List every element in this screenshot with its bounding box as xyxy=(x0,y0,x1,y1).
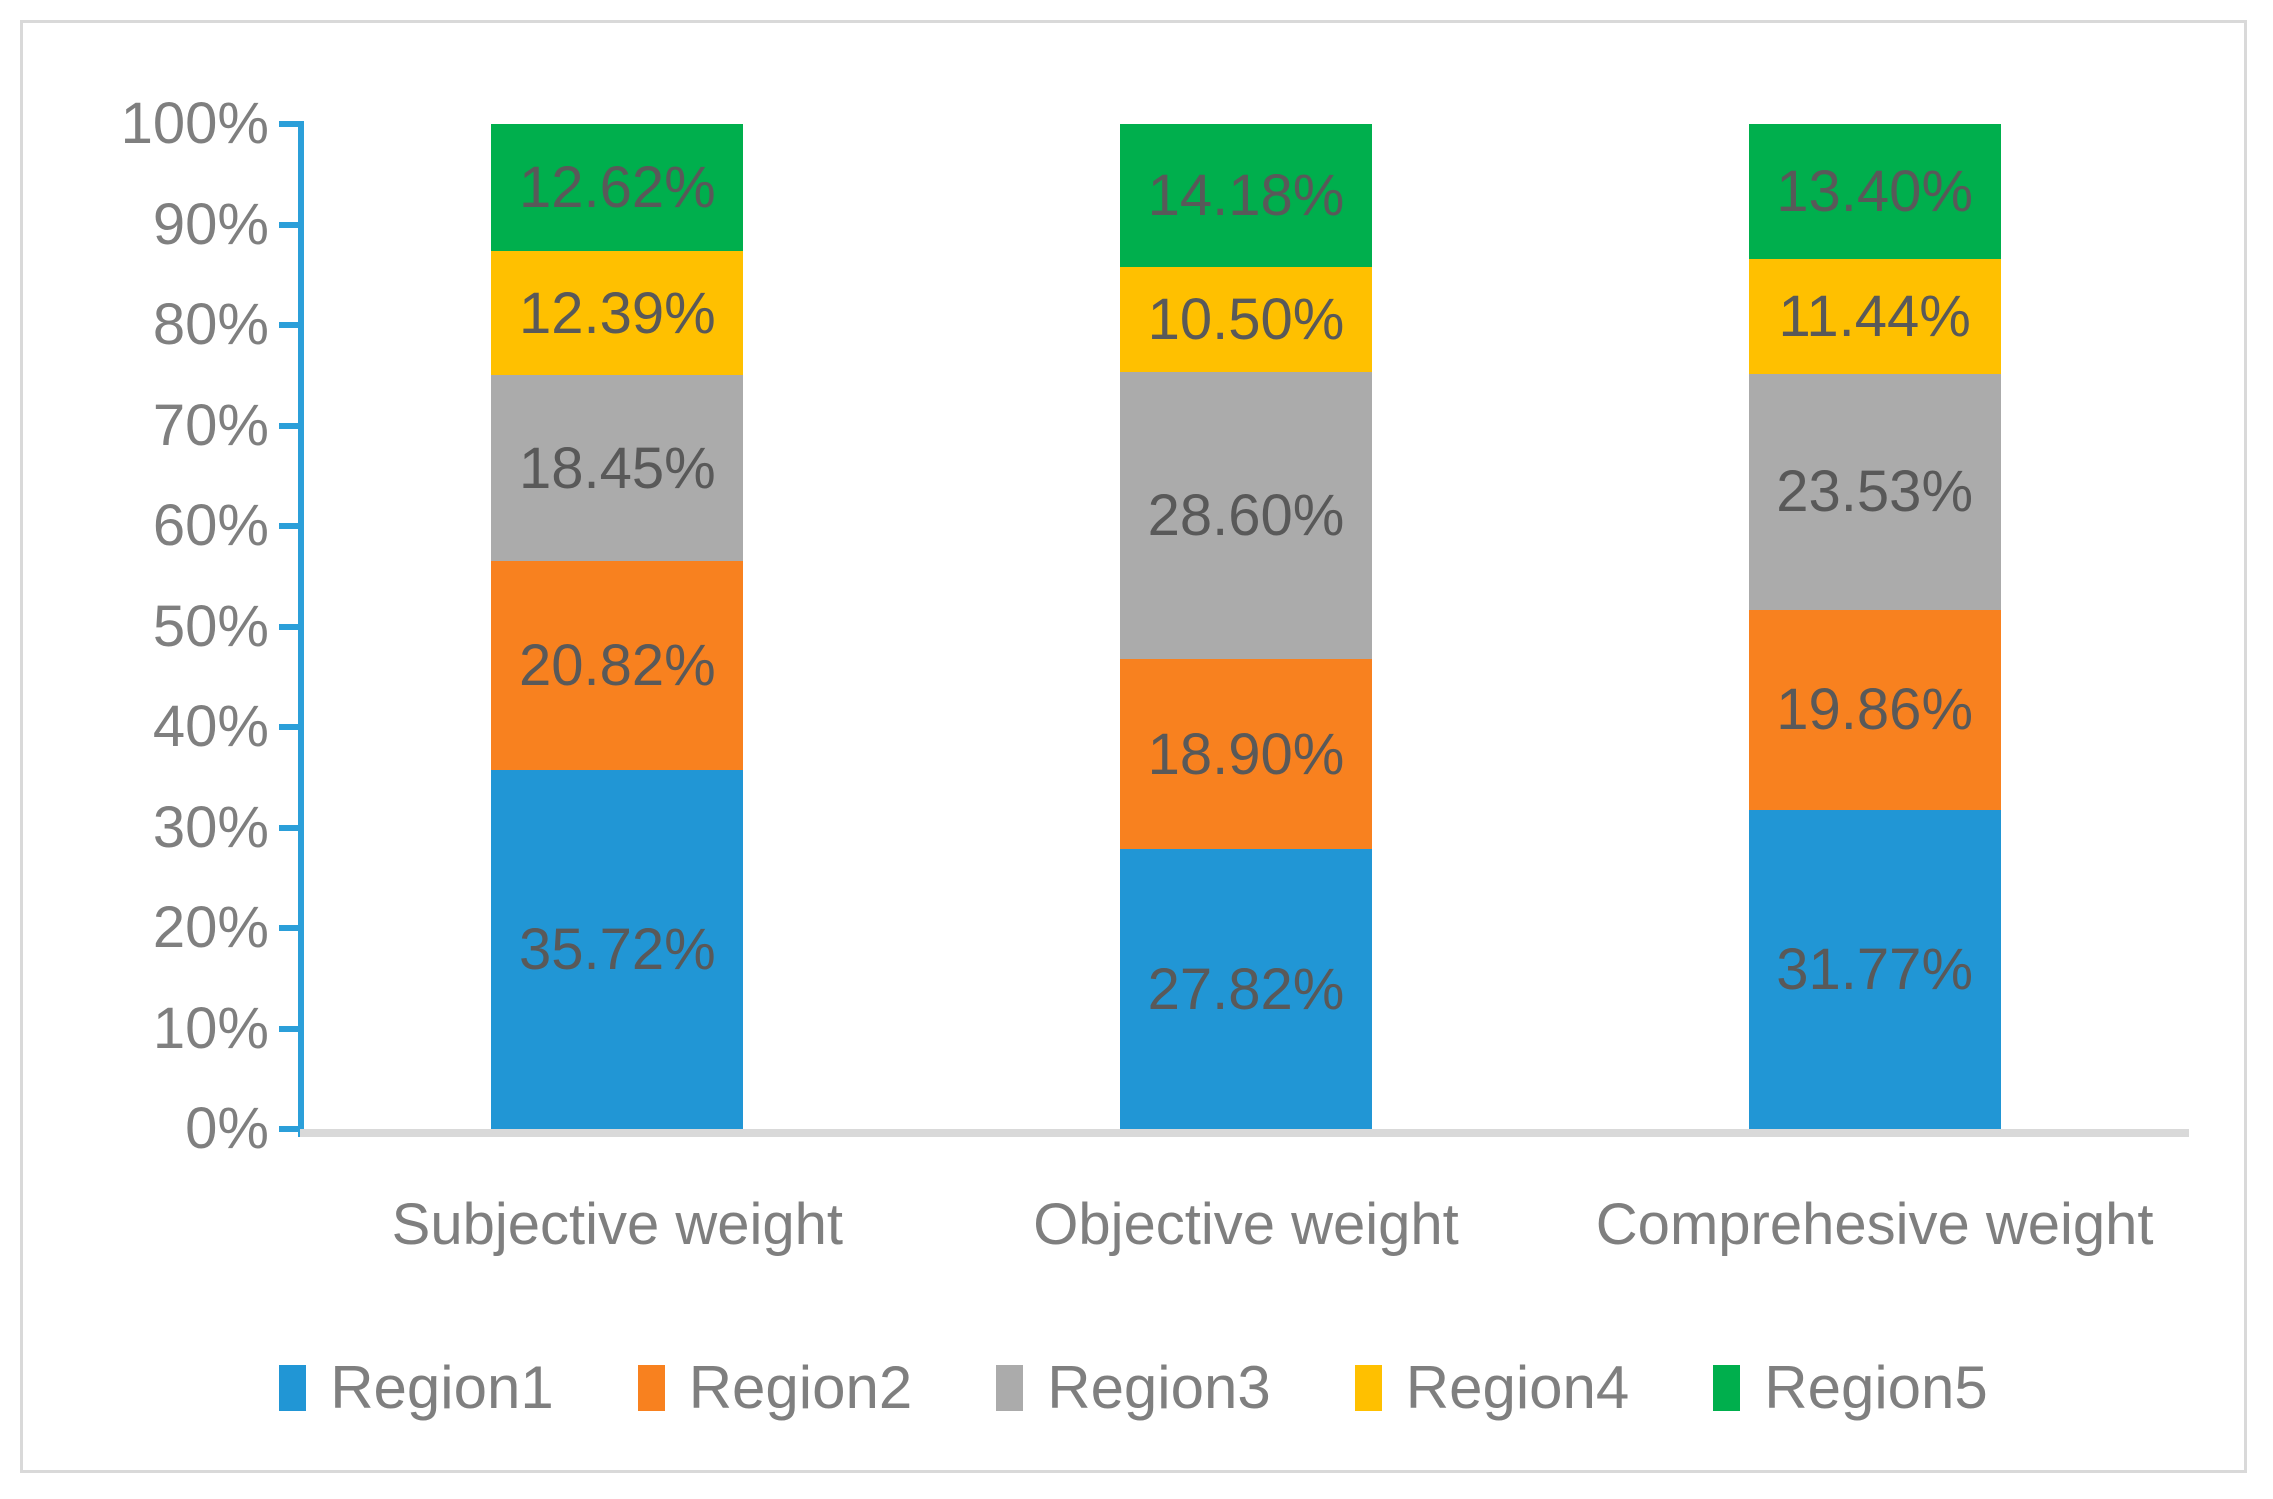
y-axis-tick-label: 20% xyxy=(152,895,269,960)
bar-segment xyxy=(491,375,744,561)
legend-swatch-icon xyxy=(1713,1364,1741,1411)
x-axis-category-label: Subjective weight xyxy=(391,1192,844,1257)
y-axis-tick-mark xyxy=(279,1126,299,1132)
y-axis-tick-mark xyxy=(279,824,299,831)
bar-segment xyxy=(491,770,744,1129)
bar-segment xyxy=(1120,372,1372,660)
legend-swatch-icon xyxy=(996,1364,1024,1411)
bar-segment xyxy=(1120,266,1372,373)
legend-label: Region1 xyxy=(330,1354,554,1421)
bar-segment xyxy=(1748,809,2001,1129)
y-axis-tick-mark xyxy=(279,623,299,630)
y-axis-tick-label: 100% xyxy=(120,91,269,156)
y-axis-tick-label: 70% xyxy=(152,392,269,458)
legend-label: Region3 xyxy=(1047,1354,1271,1421)
legend-item: Region5 xyxy=(1713,1353,1988,1422)
bar-segment xyxy=(1120,659,1372,850)
chart-area: Region1 Region2 Region3 Region4 Region5 0% 10… xyxy=(23,23,2244,1470)
y-axis-tick-label: 80% xyxy=(152,292,269,357)
legend-item: Region4 xyxy=(1354,1353,1630,1422)
y-axis-tick-mark xyxy=(279,422,299,429)
legend-swatch-icon xyxy=(637,1364,665,1411)
y-axis-tick-label: 60% xyxy=(152,493,269,558)
legend-label: Region4 xyxy=(1405,1354,1630,1421)
y-axis-tick-mark xyxy=(279,121,299,127)
bar-segment xyxy=(1748,610,2001,810)
y-axis-tick-label: 40% xyxy=(152,694,269,759)
bar-segment xyxy=(1120,124,1372,267)
bar-segment xyxy=(1120,849,1372,1129)
y-axis-tick-label: 90% xyxy=(152,191,269,257)
y-axis-tick-label: 10% xyxy=(152,995,269,1061)
y-axis-tick-mark xyxy=(279,925,299,931)
legend-item: Region3 xyxy=(996,1353,1271,1422)
y-axis-tick-label: 0% xyxy=(185,1096,269,1161)
legend-label: Region5 xyxy=(1764,1354,1988,1421)
bar-segment xyxy=(1748,258,2001,374)
bar-segment xyxy=(1748,373,2001,611)
legend-label: Region2 xyxy=(688,1354,913,1421)
y-axis-tick-mark xyxy=(279,523,299,529)
legend-item: Region1 xyxy=(279,1353,554,1422)
legend-item: Region2 xyxy=(637,1353,913,1422)
y-axis-tick-mark xyxy=(279,724,299,730)
figure-frame: Region1 Region2 Region3 Region4 Region5 0% 10… xyxy=(20,20,2247,1473)
bar-segment xyxy=(491,250,744,376)
y-axis-tick-label: 30% xyxy=(152,794,269,860)
bar-segment xyxy=(491,560,744,770)
legend: Region1 Region2 Region3 Region4 Region5 xyxy=(23,1353,2244,1422)
legend-swatch-icon xyxy=(279,1364,307,1411)
bar-segment xyxy=(1748,124,2001,259)
legend-swatch-icon xyxy=(1354,1364,1382,1411)
y-axis-line xyxy=(298,121,304,1137)
y-axis-tick-mark xyxy=(279,221,299,228)
bar-segment xyxy=(491,124,744,251)
x-axis-category-label: Objective weight xyxy=(1033,1192,1459,1257)
x-axis-category-label: Comprehesive weight xyxy=(1595,1192,2154,1257)
y-axis-tick-label: 50% xyxy=(152,593,269,659)
x-axis-line xyxy=(300,1129,2189,1137)
y-axis-tick-mark xyxy=(279,1025,299,1032)
y-axis-tick-mark xyxy=(279,322,299,328)
